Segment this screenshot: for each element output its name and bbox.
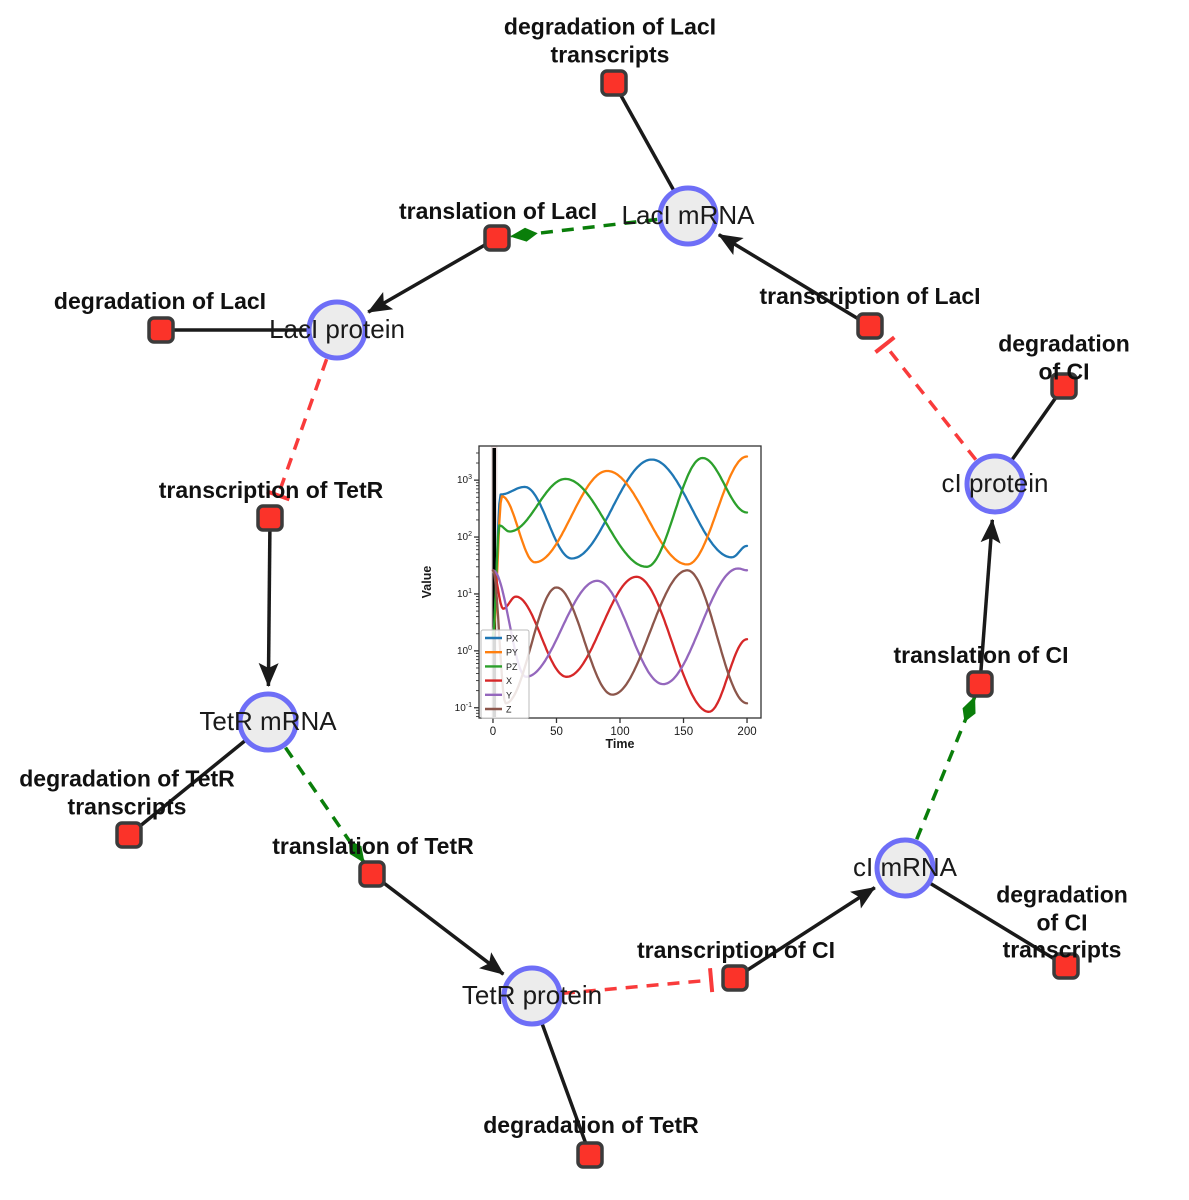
curve-Z [491,569,749,705]
edge-ci-mrna-to-trans-ci [915,696,977,840]
reaction-node-deg-ci-tx[interactable] [1052,952,1080,980]
nodes-layer [115,69,1080,1169]
reaction-node-tx-tetr[interactable] [256,504,284,532]
y-tick-label: 10-1 [455,702,472,714]
chart-curves [491,455,749,713]
reaction-node-trans-ci[interactable] [966,670,994,698]
inset-chart: 0 50 100 150 20010-1100101102103TimeValuePXP… [420,445,762,751]
edge-laci-mrna-to-trans-laci [509,217,658,242]
curve-PX [491,458,749,638]
legend-label-X: X [506,676,512,686]
edge-tetr-mrna-to-trans-tetr [284,746,366,864]
x-axis-title: Time [606,737,635,751]
species-node-tetr-protein[interactable] [501,965,563,1027]
x-tick-label: 150 [674,726,693,738]
legend-box [480,629,530,719]
chart-axes: 0 50 100 150 200 10-1 100 101 102 103 Time Value [420,452,757,751]
reaction-node-deg-tetr-tx[interactable] [115,821,143,849]
curve-X [491,569,749,713]
edge-tx-laci-to-laci-mrna [717,233,863,323]
species-node-laci-mrna[interactable] [657,185,719,247]
reaction-node-deg-tetr[interactable] [576,1141,604,1169]
legend-label-PX: PX [506,634,518,644]
species-node-ci-protein[interactable] [964,453,1026,515]
edge-ci-protein-to-tx-laci [874,335,978,461]
species-node-tetr-mrna[interactable] [237,691,299,753]
reaction-node-tx-ci[interactable] [721,964,749,992]
y-axis-title: Value [420,566,434,599]
edges-layer [127,82,1067,1156]
reaction-node-deg-laci[interactable] [147,316,175,344]
edge-laci-protein-to-tx-tetr [266,358,329,502]
edge-tx-tetr-to-tetr-mrna [258,527,279,687]
chart-legend: PX PY PZ XYZ [480,629,530,719]
reaction-node-tx-laci[interactable] [856,312,884,340]
edge-ci-mrna-to-deg-ci-tx [904,866,1067,968]
legend-label-PZ: PZ [506,662,518,672]
species-node-laci-protein[interactable] [306,299,368,361]
edge-trans-ci-to-ci-protein [978,518,1001,675]
reaction-node-trans-tetr[interactable] [358,860,386,888]
reaction-node-deg-laci-tx[interactable] [600,69,628,97]
legend-label-Z: Z [506,705,512,715]
reaction-node-trans-laci[interactable] [483,224,511,252]
curve-Y [491,567,749,686]
legend-label-PY: PY [506,648,518,658]
edge-tx-ci-to-ci-mrna [742,886,876,975]
edge-trans-tetr-to-tetr-protein [378,878,505,976]
reaction-node-deg-ci[interactable] [1050,372,1078,400]
x-tick-label: 50 [550,726,563,738]
edge-tetr-protein-to-tx-ci [562,967,715,996]
y-tick-label: 100 [457,645,472,657]
y-tick-label: 103 [457,474,472,486]
x-tick-label: 200 [737,726,756,738]
y-tick-label: 101 [457,588,472,600]
curve-PY [491,455,749,638]
edge-trans-laci-to-laci-protein [367,241,490,314]
x-tick-label: 100 [610,726,629,738]
x-tick-label: 0 [490,726,496,738]
y-tick-label: 102 [457,531,472,543]
legend-label-Y: Y [506,690,512,700]
species-node-ci-mrna[interactable] [874,837,936,899]
curve-PZ [491,456,749,638]
